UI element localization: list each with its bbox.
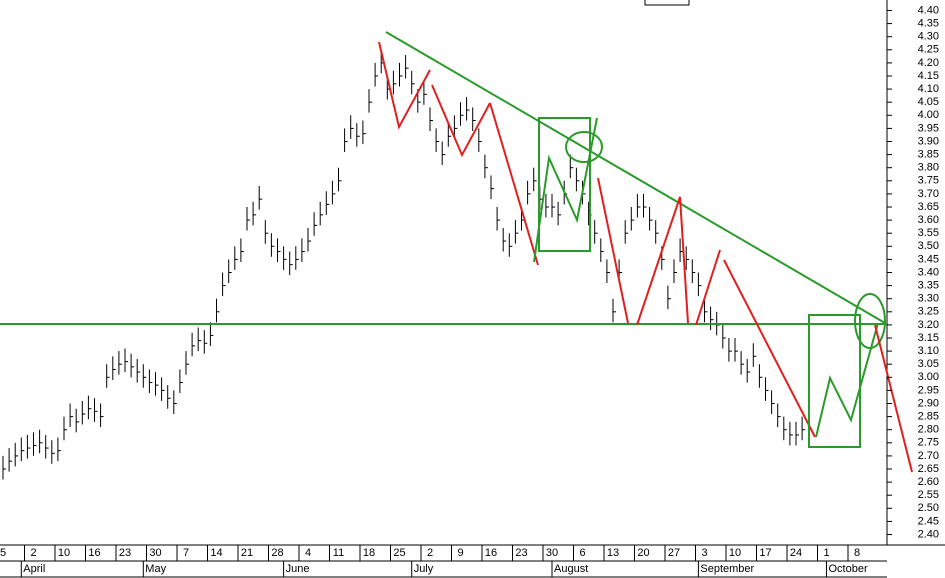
y-tick-label: 4.10 [918,83,939,95]
y-tick-label: 2.60 [918,476,939,488]
y-tick-label: 3.40 [918,266,939,278]
month-label: June [286,563,310,575]
x-tick-label: 9 [457,547,463,559]
x-tick-label: 23 [119,547,131,559]
y-tick-label: 4.20 [918,57,939,69]
y-tick-label: 3.10 [918,345,939,357]
y-tick-label: 3.15 [918,332,939,344]
y-tick-label: 4.25 [918,44,939,56]
y-tick-label: 4.35 [918,17,939,29]
y-tick-label: 3.45 [918,253,939,265]
y-tick-label: 3.60 [918,214,939,226]
price-bars [2,49,806,480]
x-tick-label: 21 [241,547,253,559]
x-tick-label: 7 [183,547,189,559]
x-tick-label: 2 [427,547,433,559]
y-tick-label: 2.80 [918,424,939,436]
y-tick-label: 4.15 [918,70,939,82]
y-tick-label: 3.55 [918,227,939,239]
y-tick-label: 2.75 [918,437,939,449]
y-tick-label: 4.00 [918,109,939,121]
red-wave [431,84,491,158]
y-tick-label: 3.90 [918,135,939,147]
y-tick-label: 2.45 [918,515,939,527]
y-tick-label: 4.30 [918,31,939,43]
x-tick-label: 23 [515,547,527,559]
x-tick-label: 16 [88,547,100,559]
y-tick-label: 2.70 [918,450,939,462]
x-tick-label: 5 [0,547,6,559]
y-tick-label: 2.55 [918,489,939,501]
green-circle [565,131,603,163]
x-tick-label: 2 [30,547,36,559]
x-tick-label: 18 [363,547,375,559]
y-tick-label: 3.30 [918,293,939,305]
green-box [538,117,591,252]
y-tick-label: 3.80 [918,162,939,174]
y-tick-label: 2.85 [918,411,939,423]
y-tick-label: 2.40 [918,528,939,540]
x-tick-label: 11 [333,547,344,559]
red-wave [597,177,629,324]
y-tick-label: 3.00 [918,371,939,383]
x-tick-label: 17 [759,547,771,559]
y-tick-label: 2.90 [918,397,939,409]
x-tick-label: 16 [485,547,497,559]
annotations [0,31,913,473]
month-label: October [829,563,868,575]
red-wave [489,102,539,266]
x-tick-label: 25 [393,547,405,559]
y-tick-label: 3.65 [918,201,939,213]
green-circle [854,293,886,349]
y-tick-label: 3.35 [918,280,939,292]
x-tick-label: 3 [701,547,707,559]
y-tick-label: 4.05 [918,96,939,108]
y-tick-label: 3.70 [918,188,939,200]
top-box [644,0,690,6]
x-tick-label: 10 [729,547,741,559]
x-tick-label: 10 [58,547,70,559]
red-wave [723,259,816,438]
x-tick-label: 28 [271,547,283,559]
x-tick-label: 1 [823,547,829,559]
y-tick-label: 4.40 [918,4,939,16]
y-tick-label: 2.95 [918,384,939,396]
x-tick-label: 8 [854,547,860,559]
x-tick-label: 4 [305,547,311,559]
red-wave [636,196,689,326]
green-wave [815,322,879,438]
y-tick-label: 3.50 [918,240,939,252]
x-tick-label: 24 [790,547,802,559]
x-tick-label: 27 [668,547,680,559]
y-tick-label: 3.20 [918,319,939,331]
y-tick-label: 3.25 [918,306,939,318]
x-tick-label: 6 [579,547,585,559]
month-label: August [554,563,588,575]
y-tick-label: 2.65 [918,463,939,475]
green-wave [533,117,598,263]
x-tick-label: 14 [210,547,222,559]
red-wave [874,324,913,473]
x-tick-label: 13 [607,547,619,559]
y-tick-label: 3.75 [918,175,939,187]
x-tick-label: 20 [637,547,649,559]
red-wave [378,41,431,130]
month-label: July [414,563,434,575]
y-tick-label: 3.85 [918,148,939,160]
y-tick-label: 2.50 [918,502,939,514]
x-tick-label: 30 [546,547,558,559]
y-tick-label: 3.95 [918,122,939,134]
green-box [808,314,861,448]
month-label: September [700,563,754,575]
month-label: April [23,563,45,575]
x-tick-label: 30 [149,547,161,559]
red-wave [695,249,721,326]
trend-line [385,31,886,324]
y-tick-label: 3.05 [918,358,939,370]
month-label: May [145,563,166,575]
